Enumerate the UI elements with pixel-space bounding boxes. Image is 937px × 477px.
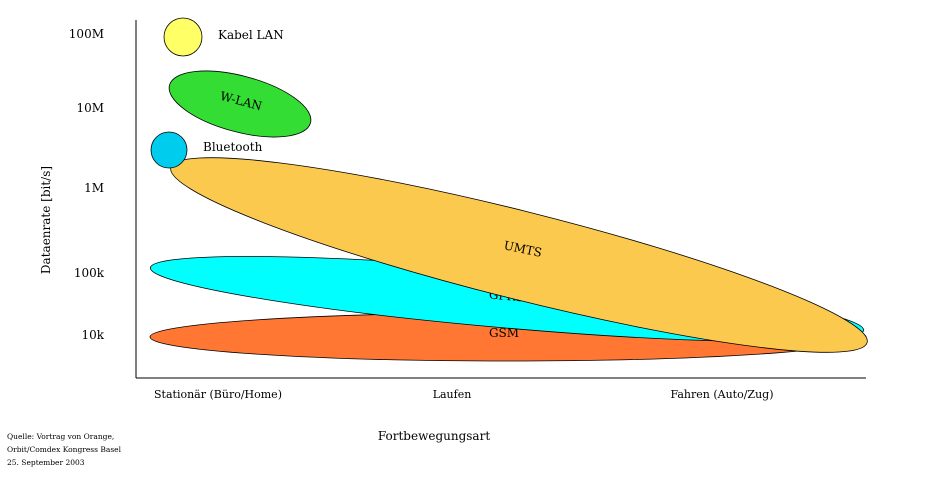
source-line: Orbit/Comdex Kongress Basel <box>7 445 122 454</box>
source-line: Quelle: Vortrag von Orange, <box>7 432 115 441</box>
kabel-lan-circle <box>163 17 203 57</box>
kabel-lan-label: Kabel LAN <box>218 28 284 42</box>
gsm-label: GSM <box>489 326 519 340</box>
bluetooth-label: Bluetooth <box>203 140 263 154</box>
y-tick-10M: 10M <box>76 101 104 115</box>
y-tick-100M: 100M <box>69 27 104 41</box>
y-tick-10k: 10k <box>81 328 104 342</box>
y-tick-100k: 100k <box>74 266 105 280</box>
bluetooth-circle <box>150 131 188 169</box>
x-tick-stationaer: Stationär (Büro/Home) <box>154 388 282 401</box>
y-tick-1M: 1M <box>84 181 104 195</box>
wlan-ellipse <box>168 70 312 138</box>
source-note: Quelle: Vortrag von Orange, Orbit/Comdex… <box>7 430 121 469</box>
y-axis-title: Dataenrate [bit/s] <box>39 166 53 274</box>
x-tick-fahren: Fahren (Auto/Zug) <box>670 388 773 401</box>
source-line: 25. September 2003 <box>7 458 85 467</box>
x-axis-title: Fortbewegungsart <box>378 429 490 443</box>
x-tick-laufen: Laufen <box>433 388 472 401</box>
